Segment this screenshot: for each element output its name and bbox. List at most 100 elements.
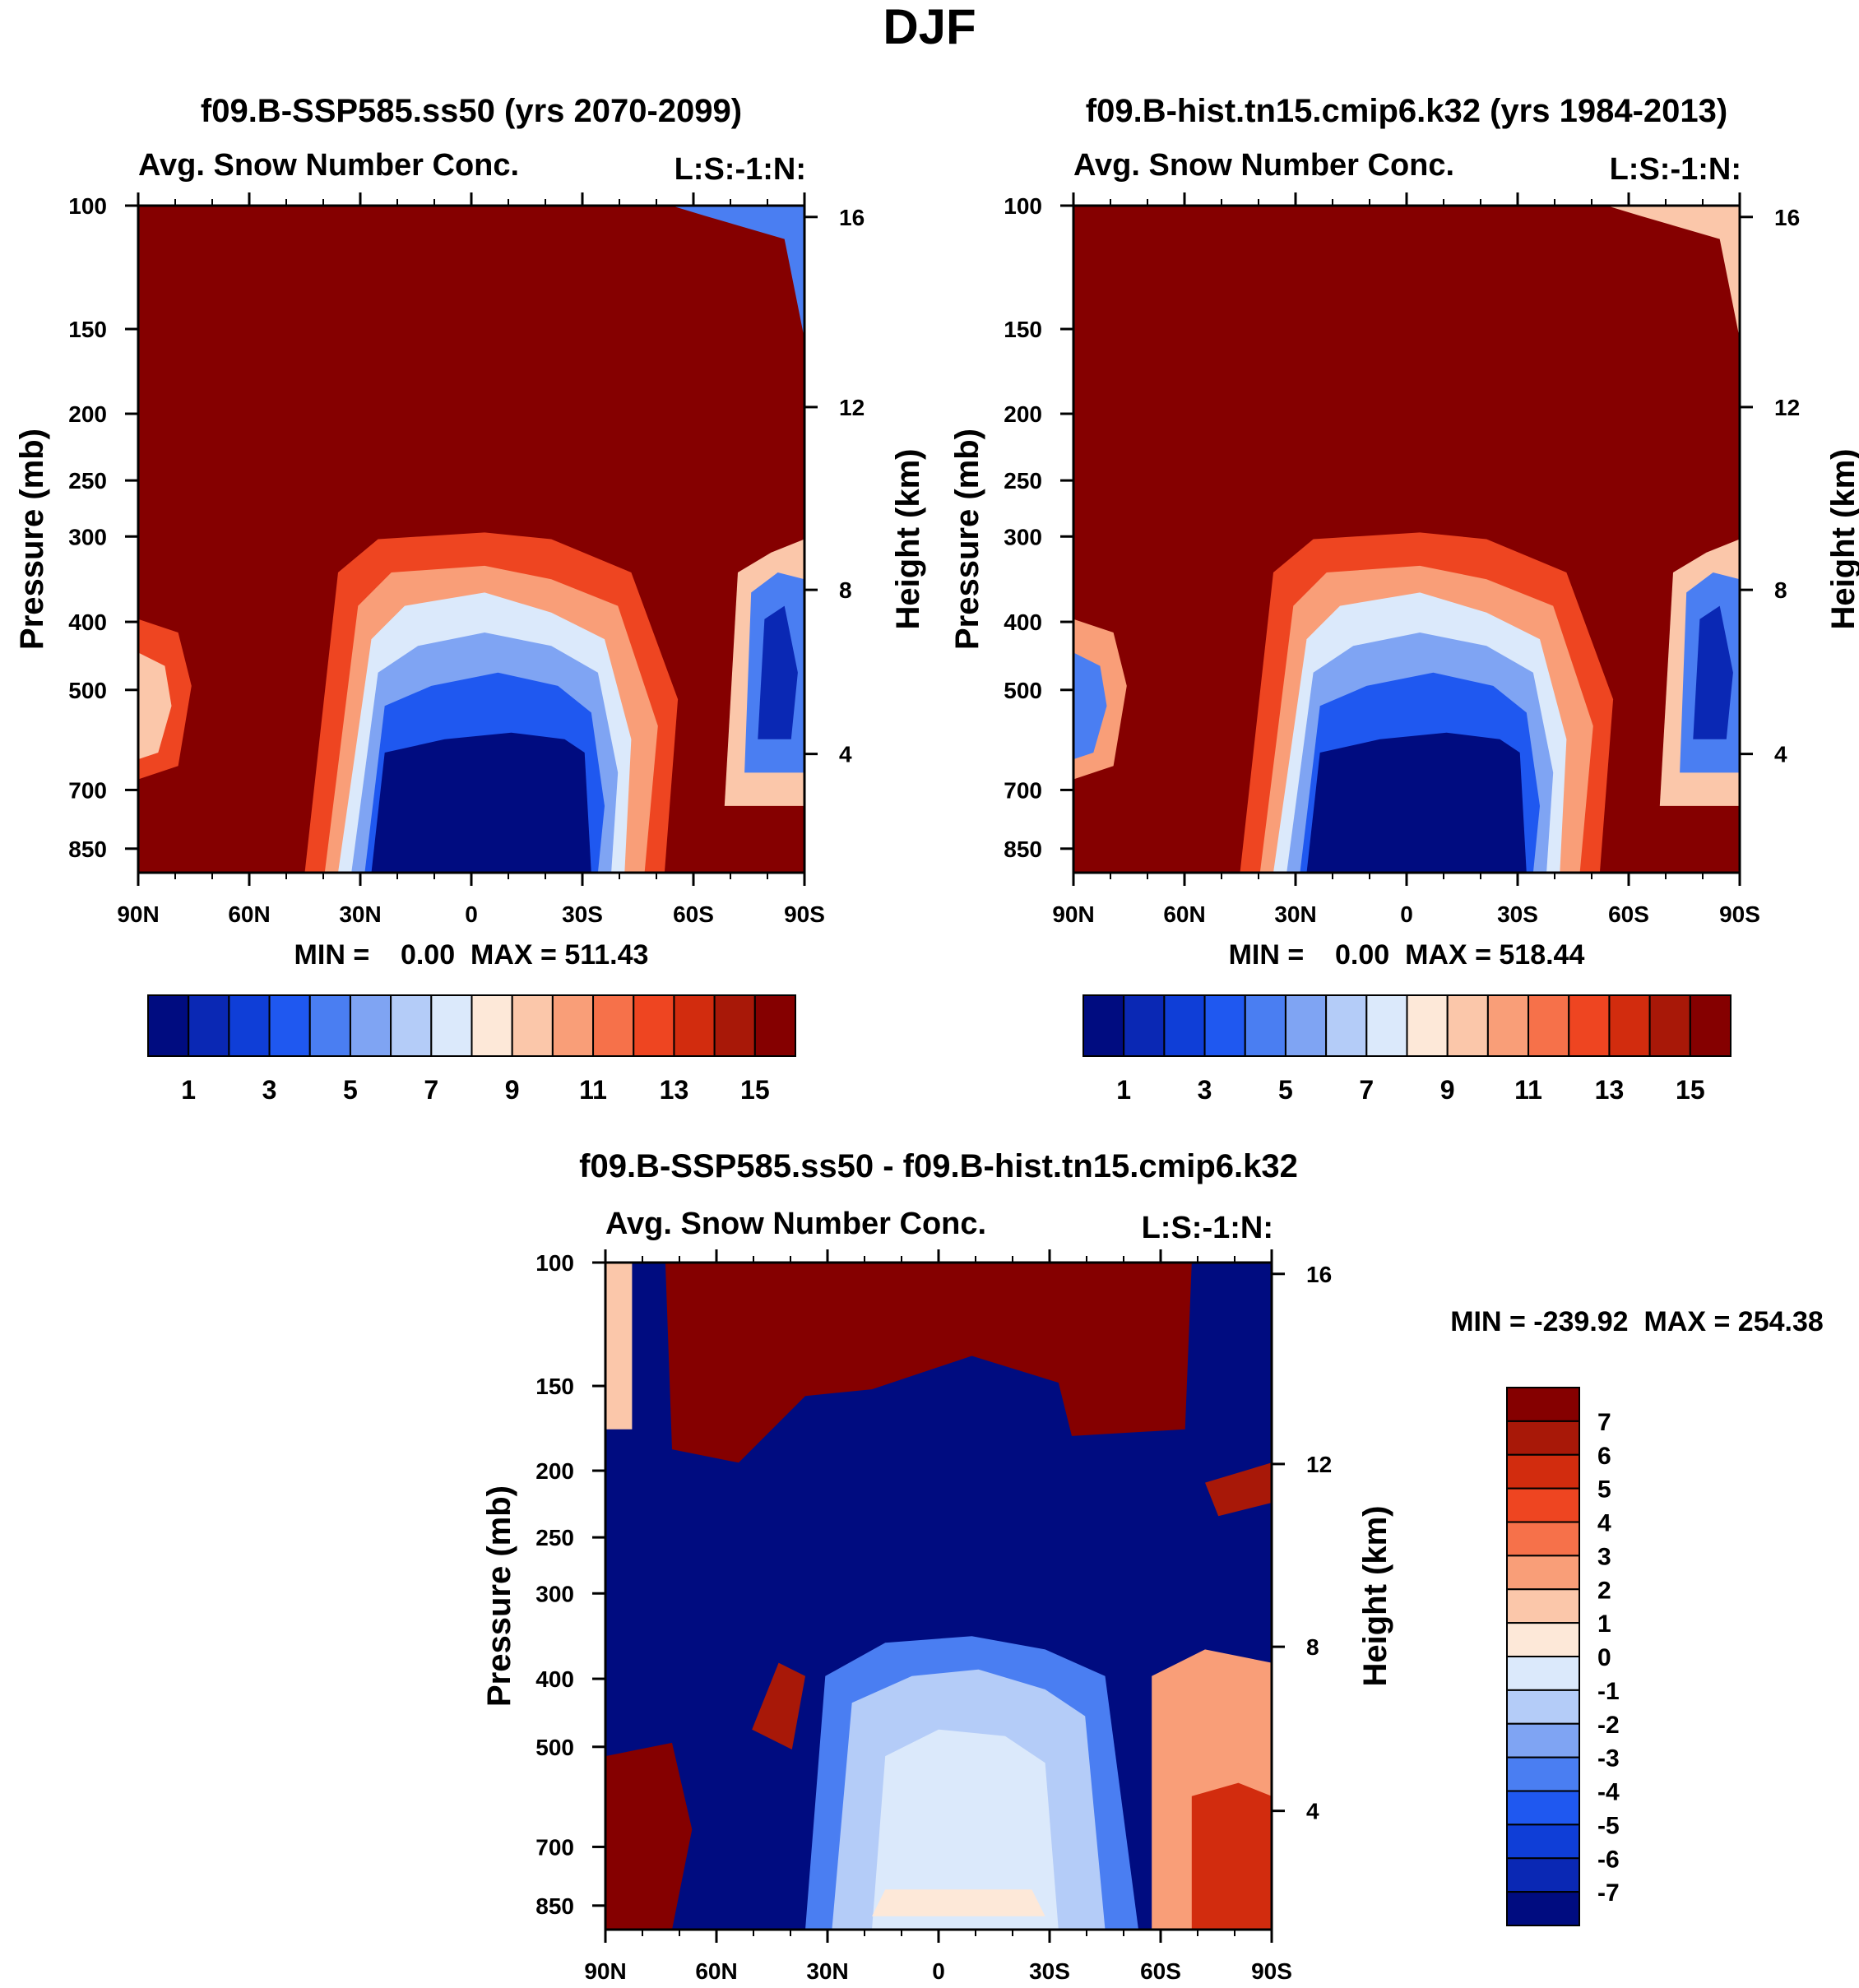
y-tick-label: 100 — [1004, 193, 1042, 219]
colorbar-swatch — [673, 994, 716, 1057]
colorbar-label: -6 — [1597, 1846, 1620, 1873]
colorbar-swatch — [471, 994, 513, 1057]
colorbar-label: 3 — [262, 1075, 277, 1105]
x-tick-label: 30S — [1029, 1958, 1070, 1984]
colorbar-label: 1 — [1116, 1075, 1131, 1105]
colorbar-label: 7 — [424, 1075, 438, 1105]
y-tick-label: 200 — [68, 401, 107, 427]
colorbar-swatch — [1648, 994, 1691, 1057]
colorbar-label: 13 — [1595, 1075, 1625, 1105]
x-tick-label: 90S — [784, 901, 825, 927]
y-tick-label: 300 — [68, 524, 107, 549]
x-tick-label: 60S — [1608, 901, 1649, 927]
colorbar-swatch — [1528, 994, 1570, 1057]
x-tick-label: 30S — [1497, 901, 1538, 927]
y-tick-label: 500 — [68, 678, 107, 703]
colorbar-label: 13 — [660, 1075, 689, 1105]
colorbar-label: 3 — [1597, 1543, 1611, 1570]
x-tick-label: 0 — [1400, 901, 1413, 927]
colorbar-label: 15 — [740, 1075, 770, 1105]
y2-tick-label: 8 — [1774, 577, 1787, 603]
colorbar-swatch — [1446, 994, 1489, 1057]
colorbar-swatch — [188, 994, 230, 1057]
min-max-label: MIN = 0.00 MAX = 518.44 — [1229, 939, 1585, 971]
y-tick-label: 400 — [535, 1666, 574, 1692]
x-tick-label: 60S — [673, 901, 714, 927]
colorbar-swatch — [349, 994, 392, 1057]
y2-tick-label: 4 — [839, 742, 852, 767]
units-label: L:S:-1:N: — [1610, 152, 1741, 187]
colorbar-swatch — [1123, 994, 1166, 1057]
colorbar-swatch — [1284, 994, 1328, 1057]
y2-axis-label: Height (km) — [890, 449, 926, 630]
y2-tick-label: 12 — [1306, 1452, 1332, 1477]
y-tick-label: 300 — [1004, 524, 1042, 549]
y-tick-label: 500 — [535, 1735, 574, 1760]
y-tick-label: 850 — [68, 836, 107, 862]
colorbar-label: 5 — [1278, 1075, 1293, 1105]
units-label: L:S:-1:N: — [675, 152, 806, 187]
colorbar-swatch — [633, 994, 675, 1057]
y-tick-label: 100 — [535, 1250, 574, 1276]
colorbar-swatch — [1506, 1487, 1580, 1523]
y2-axis-label: Height (km) — [1357, 1506, 1393, 1687]
colorbar-swatch — [1406, 994, 1449, 1057]
y2-tick-label: 16 — [839, 205, 865, 230]
units-label: L:S:-1:N: — [1142, 1211, 1273, 1245]
contour-field-2 — [1073, 206, 1740, 873]
y-tick-label: 250 — [1004, 468, 1042, 494]
colorbar-label: -3 — [1597, 1745, 1620, 1773]
y2-axis-label: Height (km) — [1825, 449, 1859, 630]
colorbar-swatch — [551, 994, 595, 1057]
y-tick-label: 400 — [68, 609, 107, 635]
colorbar-label: 5 — [1597, 1476, 1611, 1504]
y-tick-label: 700 — [1004, 777, 1042, 803]
colorbar-swatch — [1506, 1555, 1580, 1591]
y-tick-label: 200 — [535, 1458, 574, 1484]
y-axis-label: Pressure (mb) — [949, 429, 985, 650]
colorbar-3 — [1506, 1387, 1580, 1926]
colorbar-label: 15 — [1676, 1075, 1705, 1105]
contour-field-1 — [138, 206, 804, 873]
colorbar-label: 7 — [1597, 1409, 1611, 1436]
y-axis-label: Pressure (mb) — [481, 1485, 517, 1707]
x-tick-label: 60S — [1140, 1958, 1181, 1984]
colorbar-label: 11 — [1514, 1075, 1542, 1105]
x-tick-label: 60N — [228, 901, 270, 927]
colorbar-swatch — [1365, 994, 1408, 1057]
colorbar-swatch — [1325, 994, 1368, 1057]
colorbar-swatch — [1506, 1588, 1580, 1624]
colorbar-swatch — [753, 994, 796, 1057]
y2-tick-label: 8 — [839, 577, 852, 603]
colorbar-swatch — [308, 994, 351, 1057]
y-tick-label: 250 — [535, 1525, 574, 1550]
plot-axes-2 — [1060, 192, 1753, 886]
plot-axes-1 — [125, 192, 818, 886]
y2-tick-label: 4 — [1774, 742, 1787, 767]
colorbar-swatch — [1506, 1622, 1580, 1657]
y2-tick-label: 12 — [839, 395, 865, 420]
x-tick-label: 30N — [339, 901, 381, 927]
colorbar-swatch — [1506, 1689, 1580, 1725]
y-tick-label: 500 — [1004, 678, 1042, 703]
y-tick-label: 300 — [535, 1581, 574, 1606]
colorbar-swatch — [268, 994, 311, 1057]
chart-title: f09.B-SSP585.ss50 - f09.B-hist.tn15.cmip… — [579, 1148, 1298, 1184]
y-tick-label: 100 — [68, 193, 107, 219]
colorbar-swatch — [1689, 994, 1732, 1057]
y-tick-label: 150 — [68, 317, 107, 342]
x-tick-label: 30S — [562, 901, 603, 927]
diff-min-max-label: MIN = -239.92 MAX = 254.38 — [1450, 1306, 1824, 1337]
x-tick-label: 90N — [117, 901, 159, 927]
colorbar-swatch — [1506, 1857, 1580, 1893]
colorbar-swatch — [1506, 1722, 1580, 1759]
colorbar-swatch — [1506, 1790, 1580, 1826]
x-tick-label: 0 — [932, 1958, 945, 1984]
colorbar-label: -1 — [1597, 1678, 1620, 1705]
x-tick-label: 90N — [1052, 901, 1094, 927]
colorbar-swatch — [713, 994, 756, 1057]
y2-tick-label: 12 — [1774, 395, 1800, 420]
y2-tick-label: 16 — [1774, 205, 1800, 230]
colorbar-swatch — [147, 994, 190, 1057]
chart-title: f09.B-hist.tn15.cmip6.k32 (yrs 1984-2013… — [1086, 93, 1727, 129]
